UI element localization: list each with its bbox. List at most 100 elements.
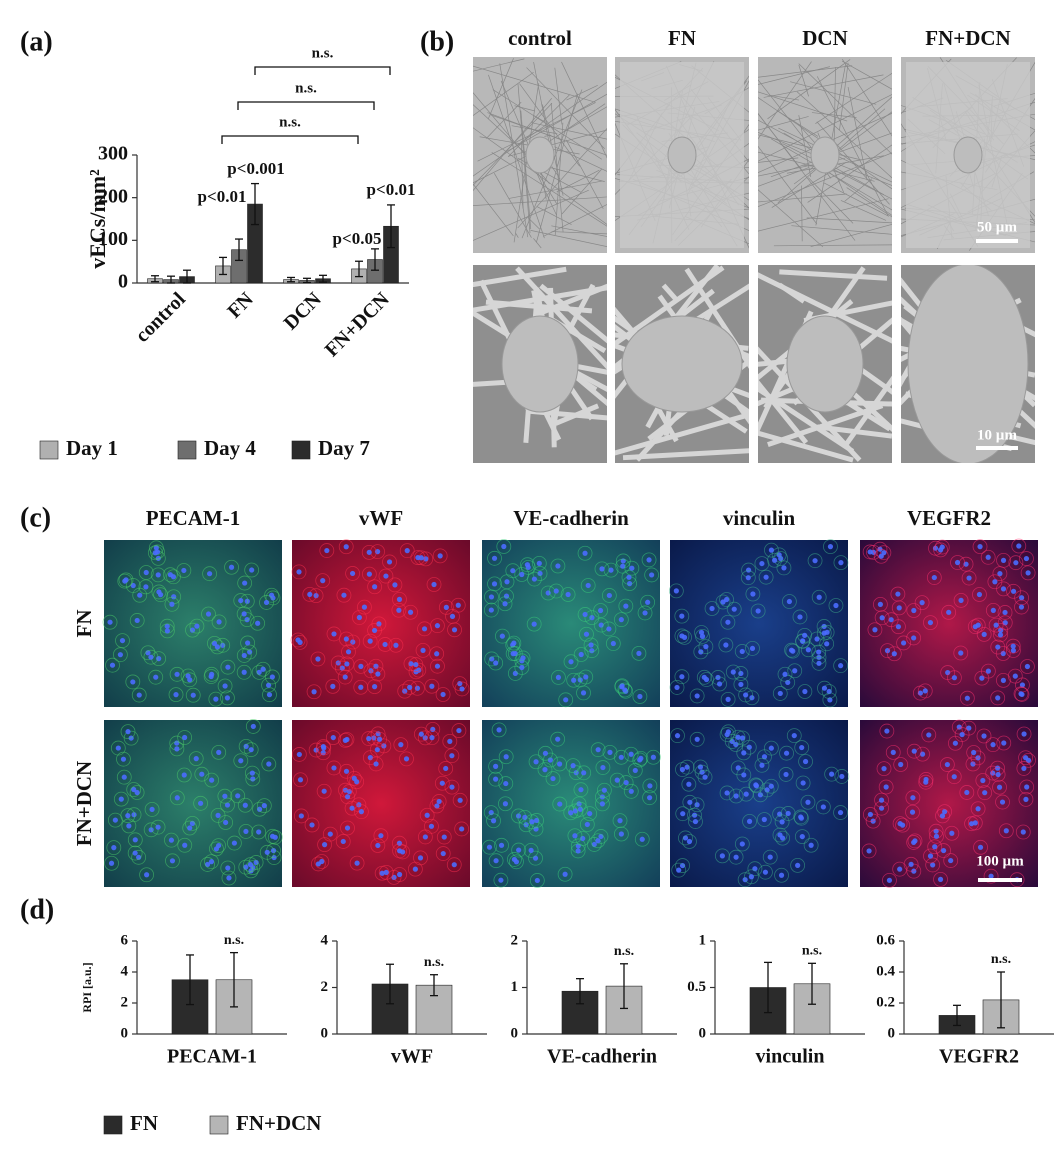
cell-outline	[402, 679, 418, 695]
cell-outline	[251, 664, 267, 680]
nucleus	[250, 723, 256, 730]
y-tick-label: 300	[98, 143, 128, 165]
nucleus	[563, 697, 569, 703]
nucleus	[778, 555, 784, 562]
cell-outline	[688, 814, 703, 829]
nucleus	[872, 627, 878, 633]
nucleus	[1025, 757, 1032, 763]
cell-outline	[377, 637, 393, 652]
fiber	[801, 185, 803, 242]
cell-outline	[990, 639, 1006, 655]
x-tick-label: control	[131, 288, 190, 347]
nucleus	[1023, 555, 1030, 562]
x-tick-label: DCN	[280, 288, 327, 335]
nucleus	[597, 607, 604, 614]
cell-outline	[442, 733, 458, 749]
cell-outline	[905, 804, 920, 820]
nucleus	[429, 735, 435, 741]
nucleus	[601, 787, 607, 793]
nucleus	[126, 823, 132, 829]
cell-outline	[201, 606, 216, 622]
annotation: p<0.001	[227, 159, 284, 178]
cell-outline	[261, 756, 277, 772]
nucleus	[725, 619, 731, 625]
nucleus	[833, 602, 839, 609]
nucleus	[143, 569, 149, 576]
nucleus	[149, 806, 155, 813]
cell-outline	[669, 680, 685, 695]
cell-outline	[623, 783, 639, 799]
cell-outline	[392, 843, 408, 859]
cell-outline	[718, 637, 734, 653]
nucleus	[413, 661, 419, 668]
fiber	[771, 138, 892, 211]
fiber	[770, 132, 892, 178]
cell-outline	[675, 858, 690, 873]
cell-outline	[675, 762, 690, 777]
cell-outline	[185, 622, 200, 638]
nucleus	[994, 765, 1001, 771]
nucleus	[1019, 682, 1026, 688]
nucleus	[422, 834, 428, 840]
cell-outline	[590, 833, 606, 849]
nucleus	[1000, 557, 1007, 563]
nucleus	[679, 862, 686, 869]
nucleus	[249, 567, 255, 573]
fluorescence-image	[290, 539, 470, 707]
cell-outline	[123, 730, 139, 746]
cell-outline	[624, 560, 640, 576]
cell-outline	[488, 771, 504, 787]
nucleus	[493, 858, 499, 864]
nucleus	[397, 848, 403, 854]
cell-outline	[220, 797, 235, 813]
nucleus	[709, 605, 715, 612]
cell-outline	[959, 785, 975, 800]
nucleus	[398, 742, 404, 748]
cell-outline	[1019, 551, 1034, 566]
nucleus	[491, 555, 498, 561]
cell-outline	[1014, 687, 1030, 702]
cell-outline	[759, 782, 775, 798]
nucleus	[224, 802, 231, 808]
nucleus	[679, 613, 685, 619]
nucleus	[260, 666, 266, 672]
nucleus	[499, 633, 505, 639]
nucleus	[512, 670, 518, 677]
nucleus	[802, 758, 809, 765]
nucleus	[639, 836, 645, 842]
nucleus	[498, 842, 505, 848]
error-bar	[235, 238, 243, 262]
nucleus	[269, 674, 275, 680]
nucleus	[164, 623, 170, 629]
cell-outline	[1016, 761, 1032, 776]
cell-outline	[139, 867, 155, 883]
cell-outline	[985, 602, 1001, 618]
nucleus	[349, 805, 355, 811]
nucleus	[393, 642, 399, 648]
nucleus	[990, 607, 996, 613]
cell-outline	[882, 872, 897, 888]
annotation: p<0.01	[198, 187, 247, 206]
nucleus	[193, 756, 199, 762]
cell-outline	[714, 848, 730, 864]
fiber	[515, 233, 519, 238]
x-axis-label: VEGFR2	[939, 1046, 1019, 1068]
nucleus	[741, 772, 747, 778]
cell-outline	[594, 561, 610, 577]
cell-outline	[970, 750, 986, 766]
nucleus	[451, 627, 458, 633]
nucleus	[750, 591, 756, 597]
cell-outline	[166, 569, 181, 585]
cell-outline	[326, 760, 342, 776]
nucleus	[786, 598, 792, 605]
cell-outline	[644, 567, 660, 583]
cell-outline	[446, 857, 462, 873]
legend-swatch	[103, 1115, 123, 1135]
nucleus	[205, 611, 212, 617]
nucleus	[867, 811, 874, 818]
cell-outline	[551, 670, 566, 685]
nucleus	[213, 696, 219, 702]
cell-outline	[612, 813, 628, 829]
nucleus	[531, 621, 537, 627]
nucleus	[958, 597, 964, 603]
